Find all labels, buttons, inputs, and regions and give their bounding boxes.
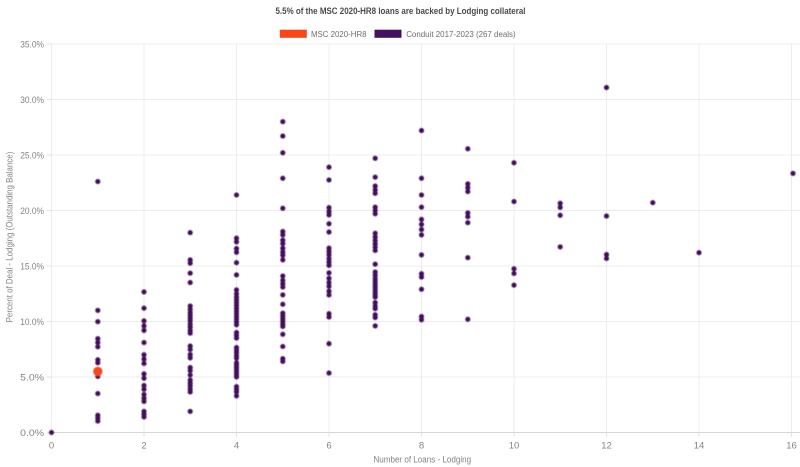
- svg-text:30.0%: 30.0%: [20, 95, 44, 105]
- svg-text:8: 8: [419, 440, 424, 451]
- svg-text:Conduit 2017-2023 (267 deals): Conduit 2017-2023 (267 deals): [406, 29, 516, 39]
- svg-text:10: 10: [509, 440, 520, 451]
- svg-text:10.0%: 10.0%: [20, 317, 44, 327]
- svg-text:15.0%: 15.0%: [20, 261, 44, 271]
- svg-text:0: 0: [49, 440, 54, 451]
- svg-text:14: 14: [694, 440, 705, 451]
- svg-text:2: 2: [141, 440, 146, 451]
- svg-text:5.0%: 5.0%: [20, 372, 44, 382]
- svg-text:25.0%: 25.0%: [20, 150, 44, 160]
- svg-text:5.5% of the MSC 2020-HR8 loans: 5.5% of the MSC 2020-HR8 loans are backe…: [276, 6, 526, 16]
- svg-text:0.0%: 0.0%: [20, 428, 44, 438]
- svg-text:6: 6: [326, 440, 331, 451]
- svg-text:20.0%: 20.0%: [20, 206, 44, 216]
- svg-text:35.0%: 35.0%: [20, 39, 44, 49]
- svg-text:MSC 2020-HR8: MSC 2020-HR8: [311, 29, 367, 39]
- svg-text:16: 16: [786, 440, 797, 451]
- svg-text:12: 12: [601, 440, 612, 451]
- svg-text:Percent of Deal - Lodging (Out: Percent of Deal - Lodging (Outstanding B…: [5, 152, 15, 323]
- svg-text:Number of Loans - Lodging: Number of Loans - Lodging: [373, 454, 471, 464]
- svg-text:4: 4: [234, 440, 239, 451]
